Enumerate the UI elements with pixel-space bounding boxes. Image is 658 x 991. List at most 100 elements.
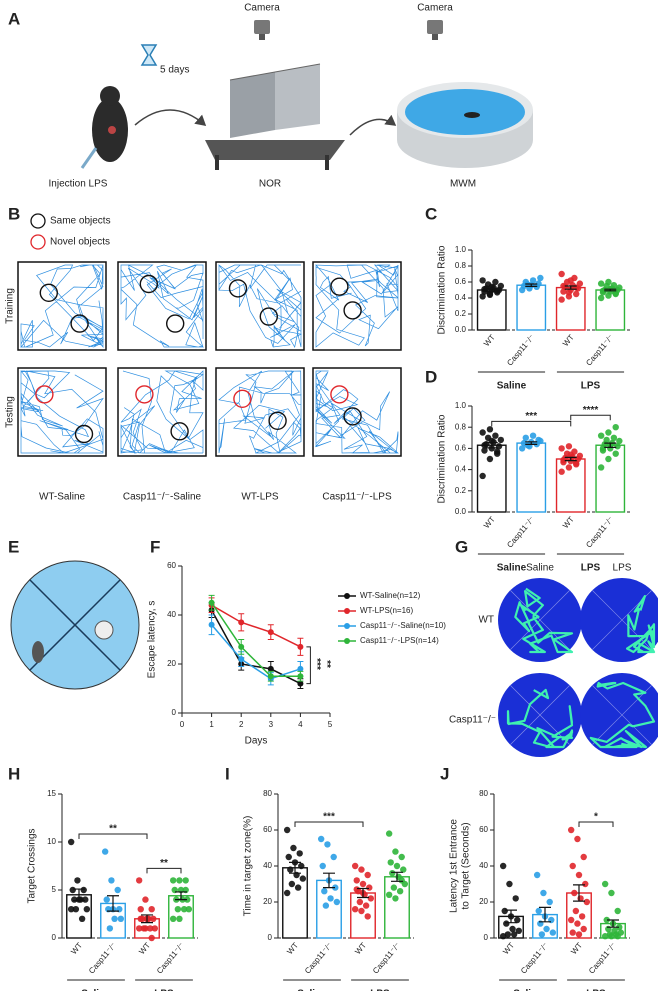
track (589, 681, 656, 749)
y-tick-label: 0.4 (455, 465, 467, 474)
y-tick-label: 15 (47, 789, 56, 798)
data-point (576, 452, 584, 460)
x-tick-label: WT (285, 941, 300, 956)
data-point (529, 277, 537, 284)
data-point (578, 913, 586, 920)
data-point (319, 862, 326, 870)
x-tick-label: WT (353, 941, 368, 956)
x-axis-label: Days (245, 736, 268, 747)
y-tick-label: 0.6 (455, 444, 467, 453)
data-point (398, 877, 405, 884)
data-point (501, 907, 508, 915)
error-bar (107, 895, 119, 912)
data-point (565, 289, 573, 296)
data-point (322, 902, 330, 909)
error-bar (73, 888, 85, 902)
data-point (537, 274, 544, 282)
y-tick-label: 0.0 (455, 507, 467, 516)
camera-label: Camera (417, 3, 453, 14)
object (39, 283, 58, 302)
drawn: A B C D E F G H I J Camera Camera 5 days Injection LP… (5, 3, 658, 991)
data-point (572, 907, 580, 915)
column-label: Saline (526, 563, 554, 574)
data-point (351, 862, 359, 870)
data-point (601, 880, 609, 888)
error-bar (525, 283, 538, 287)
nor-leg (215, 155, 219, 170)
panel-label: I (225, 764, 230, 783)
object (343, 301, 362, 320)
significance-bracket (294, 821, 364, 827)
data-point (148, 934, 155, 942)
camera-icon (427, 20, 443, 34)
data-point (499, 933, 507, 940)
data-point (137, 906, 144, 913)
track (314, 370, 399, 454)
object (268, 411, 287, 430)
data-point (135, 925, 143, 932)
y-tick-label: 20 (263, 897, 272, 906)
data-point (481, 286, 488, 293)
data-point (514, 916, 521, 924)
bar (516, 442, 547, 513)
x-tick-label: Casp11⁻/⁻ (87, 941, 118, 976)
legend-marker (344, 638, 350, 644)
data-point (317, 835, 325, 843)
row-label: Casp11⁻/⁻ (449, 715, 496, 726)
data-point (608, 933, 615, 940)
data-point (72, 906, 80, 913)
track (514, 587, 574, 654)
object (135, 385, 154, 404)
data-point (297, 665, 304, 672)
panel-label: J (440, 764, 449, 783)
error-bar (323, 872, 335, 889)
group-label: Saline (513, 989, 543, 991)
data-point (267, 629, 274, 636)
x-tick-label: 5 (328, 720, 333, 729)
track (218, 263, 303, 348)
data-point (238, 656, 245, 663)
significance-bracket (570, 414, 611, 421)
data-point (612, 450, 619, 457)
data-point (580, 925, 587, 933)
y-tick-label: 0.2 (455, 309, 467, 318)
data-point (137, 915, 144, 922)
data-point (364, 871, 371, 879)
y-tick-label: 40 (167, 610, 176, 619)
data-point (67, 906, 75, 913)
nor-box (229, 63, 321, 81)
data-point (298, 862, 305, 870)
data-point (512, 895, 519, 902)
data-point (77, 896, 84, 903)
data-point (616, 437, 623, 445)
x-tick-label: Casp11⁻/⁻ (505, 333, 536, 368)
data-point (393, 862, 401, 870)
data-point (71, 896, 78, 903)
data-point (169, 877, 177, 884)
data-point (185, 906, 193, 913)
data-point (385, 891, 393, 898)
data-point (612, 290, 619, 297)
data-point (549, 929, 557, 936)
data-point (359, 880, 367, 888)
significance-label: ** (160, 858, 168, 869)
data-point (267, 665, 274, 672)
arena (117, 261, 207, 351)
data-point (597, 294, 605, 302)
data-point (353, 886, 360, 893)
data-point (486, 291, 494, 298)
data-point (597, 280, 605, 287)
syringe (80, 147, 98, 169)
data-point (616, 924, 623, 931)
data-point (533, 871, 541, 879)
data-point (101, 848, 109, 855)
x-tick-label: 4 (298, 720, 303, 729)
x-tick-label: Casp11⁻/⁻ (584, 333, 615, 368)
panel-label: F (150, 537, 160, 556)
series-line (210, 602, 301, 677)
bar (555, 286, 586, 331)
data-point (146, 925, 154, 932)
data-point (297, 680, 304, 687)
legend-label: Casp11⁻/⁻-Saline(n=10) (360, 621, 446, 630)
data-point (486, 426, 494, 433)
